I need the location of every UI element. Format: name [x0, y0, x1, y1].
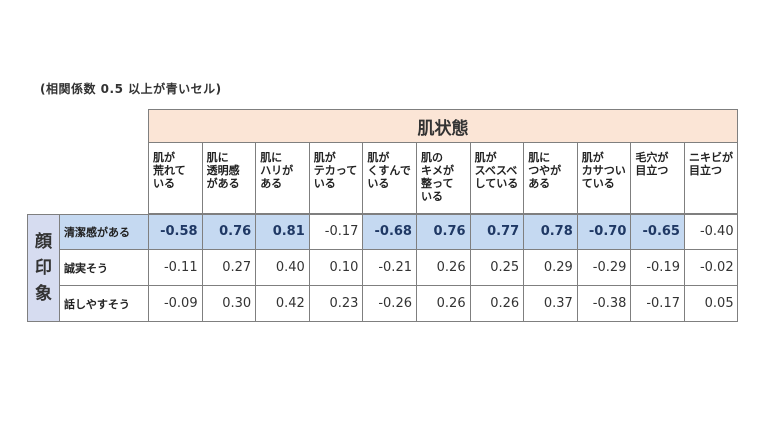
column-header: 肌に つやが ある [523, 143, 577, 214]
table-cell: 0.76 [416, 214, 470, 250]
table-cell: 0.05 [684, 286, 738, 322]
table-cell: -0.29 [576, 250, 631, 286]
table-cell: 0.10 [308, 250, 363, 286]
column-header: ニキビが 目立つ [684, 143, 738, 214]
table-cell: 0.26 [416, 286, 470, 322]
table-cell: -0.02 [684, 250, 738, 286]
column-header: 肌が テカって いる [308, 143, 363, 214]
table-cell: 0.76 [201, 214, 256, 250]
table-cell: 0.30 [201, 286, 256, 322]
table-cell: 0.27 [201, 250, 256, 286]
table-cell: 0.78 [523, 214, 577, 250]
table-cell: 0.42 [255, 286, 309, 322]
table-cell: 0.23 [308, 286, 363, 322]
table-cell: -0.21 [362, 250, 416, 286]
row-group-char: 象 [35, 284, 52, 304]
row-group-char: 顔 [35, 232, 52, 252]
table-cell: 0.29 [523, 250, 577, 286]
table-cell: -0.11 [148, 250, 202, 286]
table-cell: -0.17 [308, 214, 363, 250]
table-cell: -0.17 [630, 286, 684, 322]
table-cell: 0.77 [469, 214, 524, 250]
column-header: 肌に ハリが ある [255, 143, 309, 214]
table-cell: -0.09 [148, 286, 202, 322]
row-label: 話しやすそう [60, 286, 148, 322]
table-cell: -0.40 [684, 214, 738, 250]
table-cell: -0.58 [148, 214, 202, 250]
table-cell: 0.25 [469, 250, 524, 286]
column-group-header: 肌状態 [148, 109, 738, 143]
column-header: 肌に 透明感 がある [201, 143, 256, 214]
column-header: 肌が スベスベ している [469, 143, 524, 214]
table-cell: 0.40 [255, 250, 309, 286]
table-cell: 0.26 [416, 250, 470, 286]
row-group-char: 印 [35, 258, 52, 278]
table-cell: -0.19 [630, 250, 684, 286]
table-cell: -0.38 [576, 286, 631, 322]
table-cell: -0.68 [362, 214, 416, 250]
table-cell: 0.81 [255, 214, 309, 250]
row-label: 誠実そう [60, 250, 148, 286]
row-label: 清潔感がある [60, 214, 148, 250]
table-cell: -0.70 [576, 214, 631, 250]
table-cell: -0.65 [630, 214, 684, 250]
table-cell: -0.26 [362, 286, 416, 322]
column-header: 肌が カサつい ている [576, 143, 631, 214]
column-header: 肌が くすんで いる [362, 143, 416, 214]
row-group-header: 顔印象 [27, 214, 60, 322]
column-header: 毛穴が 目立つ [630, 143, 684, 214]
column-header: 肌の キメが 整って いる [416, 143, 470, 214]
table-cell: 0.37 [523, 286, 577, 322]
column-header: 肌が 荒れて いる [148, 143, 202, 214]
table-note: (相関係数 0.5 以上が青いセル) [40, 82, 222, 96]
table-cell: 0.26 [469, 286, 524, 322]
